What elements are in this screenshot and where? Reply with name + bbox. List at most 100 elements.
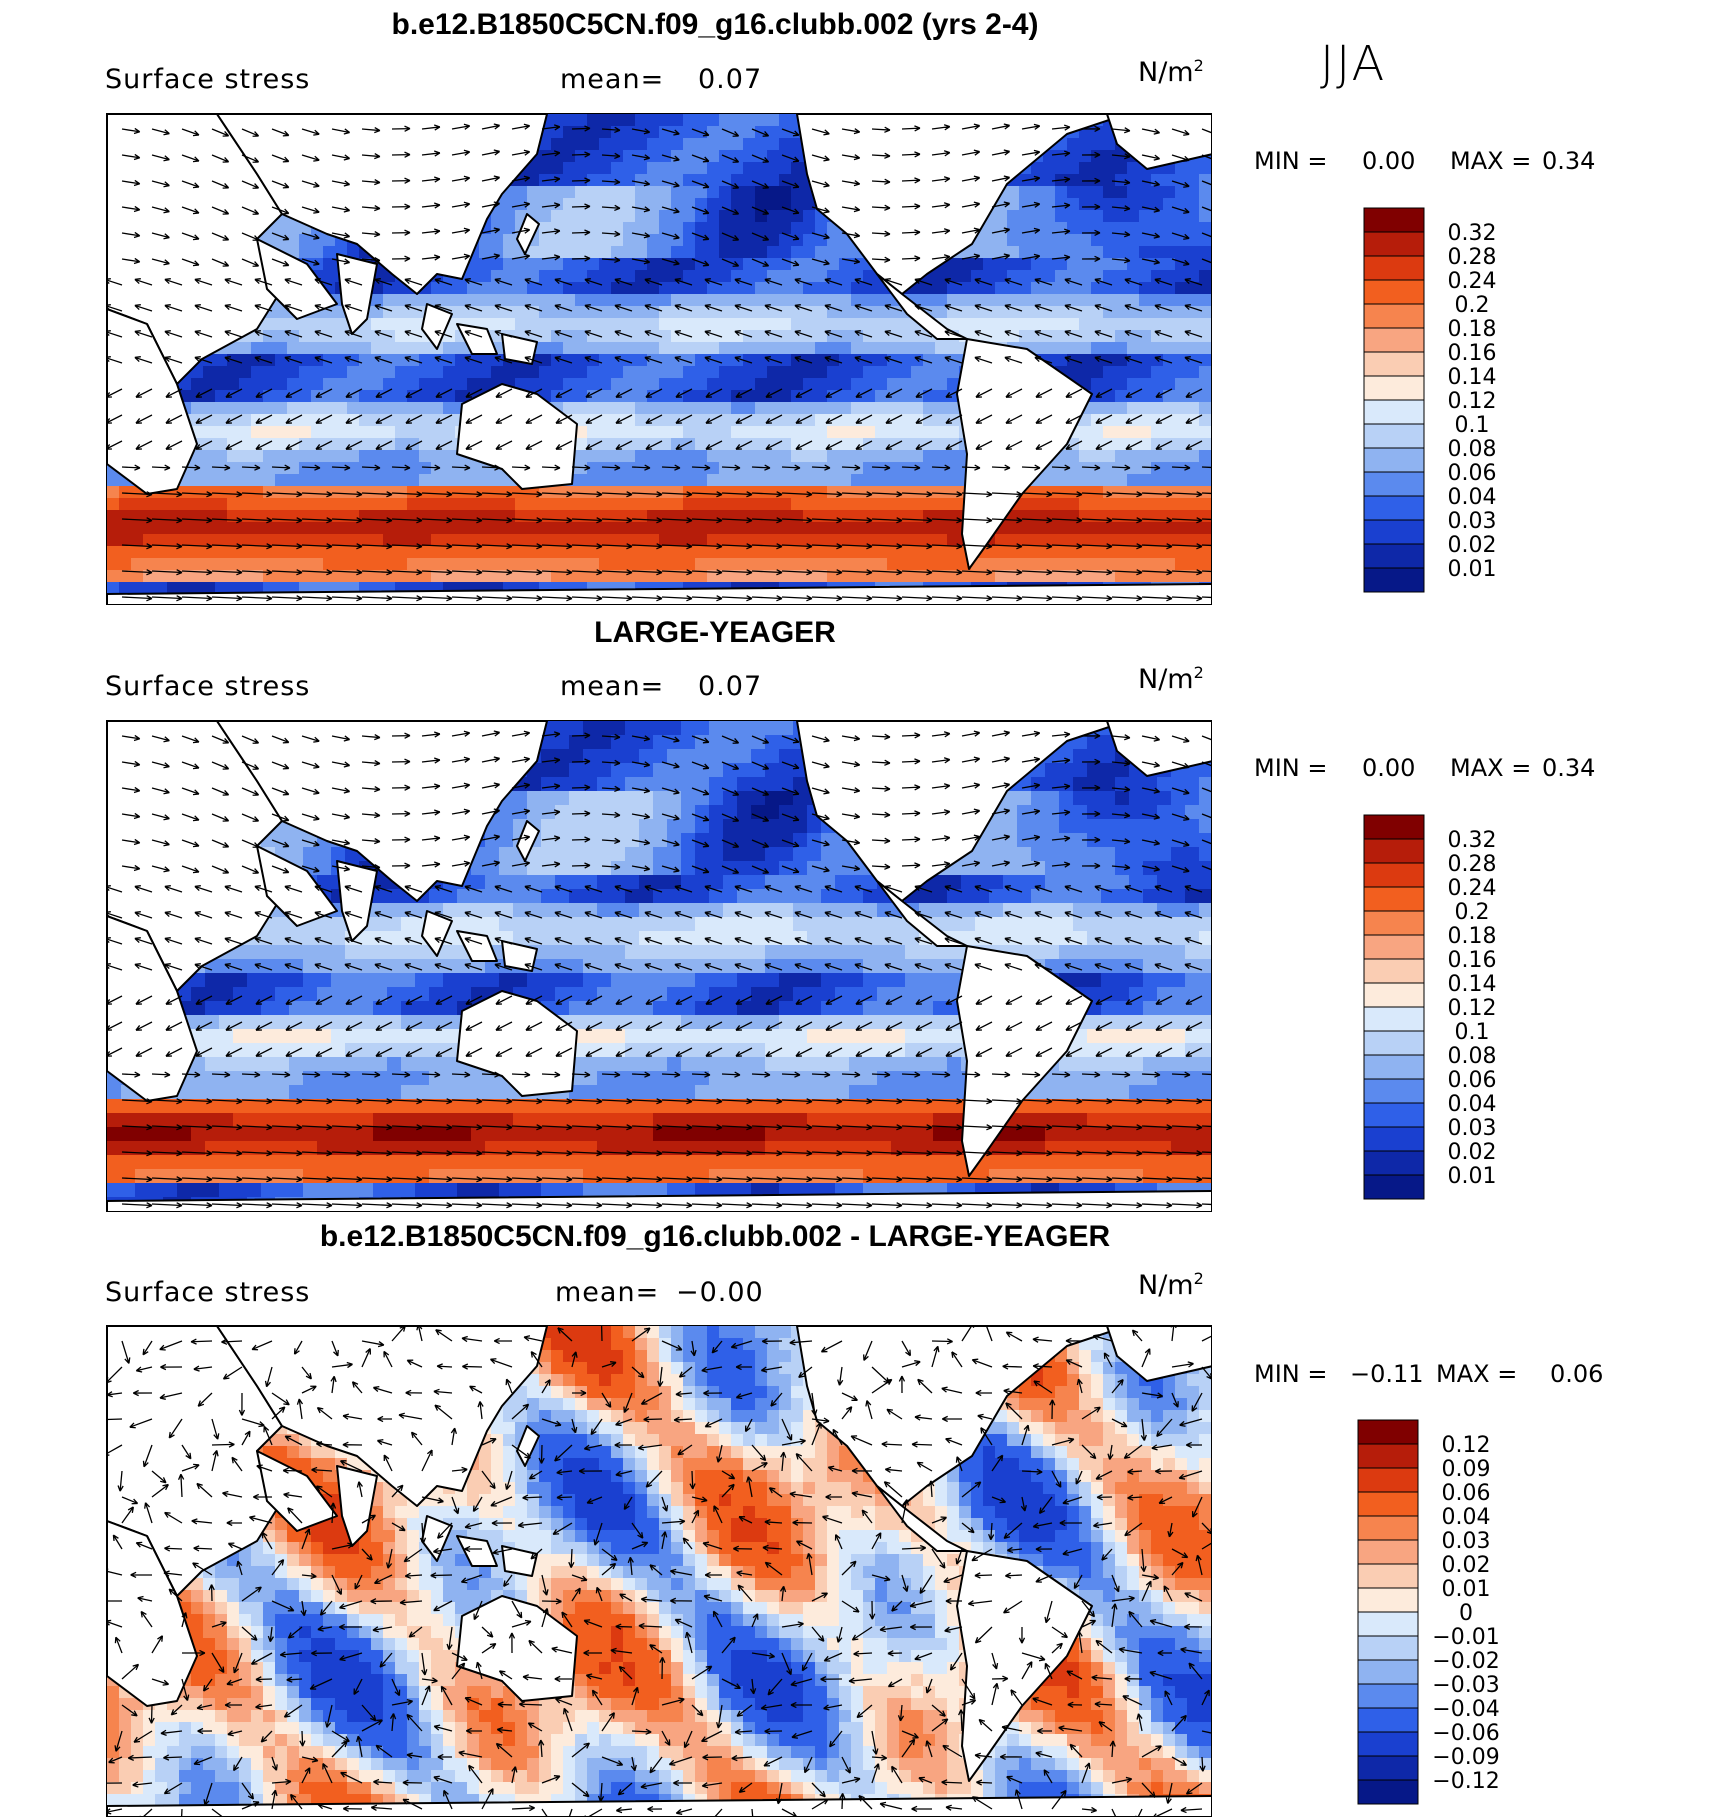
field-cell <box>563 306 576 319</box>
field-cell <box>563 486 576 499</box>
field-cell <box>1007 522 1020 535</box>
field-cell <box>851 558 864 571</box>
field-cell <box>479 246 492 259</box>
field-cell <box>1211 438 1212 451</box>
field-cell <box>347 366 360 379</box>
field-cell <box>1115 474 1128 487</box>
field-cell <box>695 721 710 736</box>
field-cell <box>563 186 576 199</box>
field-cell <box>251 498 264 511</box>
field-cell <box>767 162 780 175</box>
field-cell <box>611 522 624 535</box>
field-cell <box>935 342 948 355</box>
field-cell <box>779 246 792 259</box>
field-cell <box>539 318 552 331</box>
field-cell <box>539 282 552 295</box>
field-cell <box>947 474 960 487</box>
field-cell <box>1151 450 1164 463</box>
field-cell <box>455 378 468 391</box>
field-cell <box>635 354 648 367</box>
field-cell <box>251 522 264 535</box>
field-cell <box>455 306 468 319</box>
field-cell <box>179 546 192 559</box>
field-cell <box>737 749 752 764</box>
field-cell <box>1103 174 1116 187</box>
field-cell <box>1031 318 1044 331</box>
field-cell <box>647 246 660 259</box>
field-cell <box>681 777 696 792</box>
field-cell <box>191 402 204 415</box>
field-cell <box>371 558 384 571</box>
field-cell <box>347 402 360 415</box>
colorbar-tick-label: 0.16 <box>1448 341 1497 366</box>
field-cell <box>659 390 672 403</box>
field-cell <box>227 378 240 391</box>
field-cell <box>539 378 552 391</box>
field-cell <box>1115 498 1128 511</box>
field-cell <box>1087 735 1102 750</box>
field-cell <box>563 138 576 151</box>
field-cell <box>863 318 876 331</box>
field-cell <box>947 426 960 439</box>
field-cell <box>719 246 732 259</box>
field-cell <box>311 402 324 415</box>
field-cell <box>1211 270 1212 283</box>
field-cell <box>1163 174 1176 187</box>
field-cell <box>539 210 552 223</box>
min-label: MIN = <box>1254 147 1327 175</box>
field-cell <box>959 294 972 307</box>
field-cell <box>1043 210 1056 223</box>
field-cell <box>647 138 660 151</box>
field-cell <box>1127 366 1140 379</box>
field-cell <box>1103 366 1116 379</box>
field-cell <box>527 522 540 535</box>
field-cell <box>851 282 864 295</box>
field-cell <box>887 450 900 463</box>
field-cell <box>1019 294 1032 307</box>
field-cell <box>1101 749 1116 764</box>
field-cell <box>667 777 682 792</box>
field-cell <box>695 246 708 259</box>
field-cell <box>203 486 216 499</box>
field-cell <box>419 450 432 463</box>
field-cell <box>419 366 432 379</box>
field-cell <box>683 294 696 307</box>
field-cell <box>587 114 600 127</box>
field-cell <box>383 318 396 331</box>
field-cell <box>563 114 576 127</box>
units-superscript: 2 <box>1194 56 1204 75</box>
field-cell <box>647 342 660 355</box>
field-cell <box>359 546 372 559</box>
field-cell <box>875 474 888 487</box>
field-cell <box>707 114 720 127</box>
field-cell <box>1175 342 1188 355</box>
field-cell <box>299 558 312 571</box>
field-cell <box>791 474 804 487</box>
field-cell <box>1211 354 1212 367</box>
field-cell <box>995 558 1008 571</box>
field-cell <box>899 390 912 403</box>
field-cell <box>1103 390 1116 403</box>
field-cell <box>1175 486 1188 499</box>
field-cell <box>1139 462 1152 475</box>
field-cell <box>1163 342 1176 355</box>
field-cell <box>683 138 696 151</box>
field-cell <box>1079 462 1092 475</box>
field-cell <box>539 558 552 571</box>
field-cell <box>383 486 396 499</box>
field-cell <box>1101 763 1116 778</box>
field-cell <box>1019 198 1032 211</box>
field-cell <box>625 749 640 764</box>
field-cell <box>911 486 924 499</box>
field-cell <box>215 474 228 487</box>
field-cell <box>599 342 612 355</box>
field-cell <box>719 450 732 463</box>
field-cell <box>635 450 648 463</box>
field-cell <box>1055 522 1068 535</box>
field-cell <box>599 426 612 439</box>
field-cell <box>1139 210 1152 223</box>
field-cell <box>791 198 804 211</box>
field-cell <box>695 749 710 764</box>
field-cell <box>335 342 348 355</box>
field-cell <box>1163 498 1176 511</box>
